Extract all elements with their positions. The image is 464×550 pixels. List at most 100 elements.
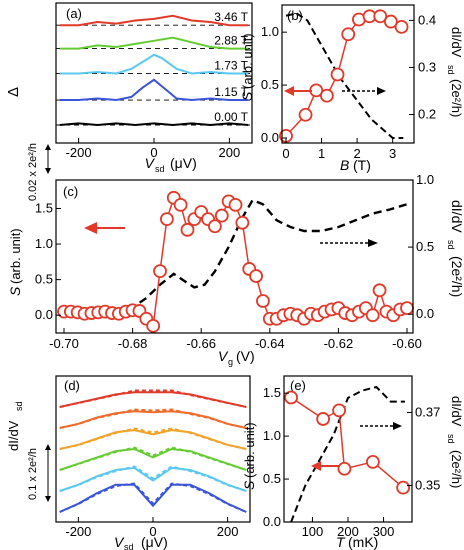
panel-d-curve-dashed-4 [59, 465, 247, 492]
panel-d-curve-1 [59, 410, 247, 429]
panel-c-yltick-label-1: 0.5 [35, 272, 53, 287]
panel-b-xlabel: B [340, 157, 349, 173]
panel-e-s-point-1 [316, 412, 331, 426]
panel-c-frame [55, 179, 414, 334]
panel-a-ylabel: Δ [5, 87, 22, 97]
panel-b-xtick-label-3: 3 [389, 146, 396, 161]
panel-e-s-point-4 [365, 454, 380, 469]
panel-b-right-arrowhead [377, 87, 386, 95]
panel-a: (a) Δ 0.02 x 2e²/h 0.00 T 1.15 T 1.73 T 2.8… [5, 2, 253, 201]
panel-a-label: (a) [66, 6, 82, 21]
panel-e-xlabel-unit: (mK) [348, 534, 378, 550]
svg-text:(2e²/h): (2e²/h) [449, 256, 464, 297]
svg-text:sd: sd [446, 240, 456, 250]
panel-c-s-point-14 [153, 264, 167, 278]
panel-b-frame [281, 4, 415, 144]
panel-c-yrtick-label-2: 1.0 [416, 172, 434, 187]
panel-c-s-point-18 [180, 222, 195, 237]
panel-c-s-point-28 [249, 269, 263, 283]
panel-e-plot: 100 200 300 0.0 0.5 1.0 1.5 0.35 0.37 [263, 385, 440, 539]
panel-d-scalebar-label: 0.1 x 2e²/h [27, 448, 39, 500]
panel-c-label: (c) [63, 184, 78, 199]
svg-text:(arb. unit): (arb. unit) [242, 422, 257, 478]
panel-c-ylabel-right: dI/dV sd (2e²/h) [446, 200, 464, 297]
panel-d-curve-dashed-2 [59, 427, 247, 450]
panel-c-yrtick-label-0: 0.0 [416, 306, 434, 321]
panel-b-xtick-label-1: 1 [318, 146, 325, 161]
panel-d: (d) -200 0 200 dI/dV sd 0.1 x 2e²/h V sd (… [6, 375, 251, 550]
panel-e-yltick-label-0: 0.0 [263, 514, 281, 529]
panel-e-left-arrowhead [311, 461, 321, 471]
panel-e-xtick-label-1: 200 [337, 524, 359, 539]
panel-a-xticks: -200 0 200 [66, 138, 241, 160]
panel-c-s-point-17 [173, 198, 188, 212]
svg-text:sd: sd [14, 401, 24, 411]
panel-b-xlabel-unit: (T) [353, 157, 371, 173]
svg-text:S: S [241, 480, 257, 490]
panel-c-plot: -0.70 -0.68 -0.66 -0.64 -0.62 -0.60 0.0 0.5 1.0 1… [35, 172, 434, 351]
panel-a-xtick-label-0: -200 [66, 145, 92, 160]
panel-a-xtick-label-2: 200 [219, 145, 241, 160]
panel-a-field-label-3: 2.88 T [214, 34, 248, 48]
panel-e-yltick-label-3: 1.5 [263, 385, 281, 400]
panel-b-label: (b) [287, 8, 303, 23]
panel-e-xtick-label-2: 300 [373, 524, 395, 539]
panel-c-yltick-label-3: 1.5 [35, 200, 53, 215]
panel-a-xtick-label-1: 0 [150, 145, 157, 160]
panel-d-ylabel: dI/dV sd [6, 401, 24, 451]
panel-e-right-arrowhead [393, 422, 402, 430]
panel-c-dashed-line [64, 198, 408, 316]
panel-c-s-point-23 [214, 208, 229, 223]
panel-d-xlabel: V [114, 534, 125, 550]
panel-e-ylabel-right: dI/dV sd (2e²/h) [446, 396, 464, 488]
panel-b-plot: 0 1 2 3 0.0 0.5 1.0 0.2 0.3 0.4 [261, 9, 436, 161]
panel-a-scalebar-arrow-up [45, 144, 51, 150]
panel-d-scalebar-arrow-up [45, 444, 51, 450]
panel-a-curve-1 [59, 78, 249, 102]
panel-d-curve-dashed-0 [59, 389, 247, 408]
panel-b-yltick-label-0: 0.0 [261, 130, 279, 145]
panel-c-xlabel: V [218, 348, 229, 364]
panel-b-yrtick-label-1: 0.3 [418, 59, 436, 74]
panel-a-xlabel-unit: (μV) [170, 155, 197, 171]
panel-c-s-point-13 [146, 318, 161, 333]
panel-b-left-arrowhead [284, 86, 294, 96]
panel-c-yrtick-label-1: 0.5 [416, 239, 434, 254]
panel-b-ylabel-right: dI/dV sd (2e²/h) [446, 27, 464, 117]
panel-d-frame [55, 375, 251, 523]
panel-c: (c) -0.70 -0.68 -0.66 -0.64 -0.62 -0.60 0.0 0.5… [7, 172, 464, 367]
panel-c-xtick-label-4: -0.62 [324, 336, 354, 351]
panel-b-xtick-label-0: 0 [282, 146, 289, 161]
panel-d-xlabel-unit: (μV) [141, 534, 168, 550]
panel-e-xtick-label-0: 100 [302, 524, 324, 539]
panel-a-curve-0 [59, 122, 249, 127]
svg-text:sd: sd [446, 434, 456, 444]
panel-d-curve-0 [59, 391, 247, 408]
svg-text:(2e²/h): (2e²/h) [449, 450, 464, 488]
svg-text:dI/dV: dI/dV [449, 27, 464, 58]
panel-d-curve-dashed-5 [59, 482, 247, 513]
panel-b-s-point-9 [383, 14, 398, 29]
panel-c-s-point-29 [256, 294, 270, 308]
panel-a-xlabel-sub: sd [155, 164, 165, 174]
panel-d-xtick-label-1: 0 [149, 524, 156, 539]
panel-a-field-label-2: 1.73 T [214, 59, 248, 73]
panel-d-curve-2 [59, 429, 247, 450]
panel-b-s-point-10 [394, 19, 409, 34]
panel-c-xlabel-sub: g [228, 357, 233, 367]
panel-d-scalebar-arrow-down [45, 496, 51, 502]
panel-c-right-arrowhead [368, 239, 378, 247]
panel-e-label: (e) [290, 378, 306, 393]
panel-a-field-label-1: 1.15 T [214, 85, 248, 99]
panel-e-s-point-0 [284, 390, 299, 405]
svg-text:(arb. unit): (arb. unit) [240, 33, 255, 89]
panel-b-ylabel-left: S (arb. unit) [239, 33, 255, 101]
panel-b-dashed-line [285, 12, 404, 139]
panel-b-xtick-label-2: 2 [353, 146, 360, 161]
panel-d-curve-3 [59, 447, 247, 471]
panel-a-scalebar-label: 0.02 x 2e²/h [27, 143, 39, 201]
panel-c-xtick-label-5: -0.60 [392, 336, 422, 351]
panel-e-ylabel-left: S (arb. unit) [241, 422, 257, 490]
panel-d-xtick-label-0: -200 [65, 524, 91, 539]
svg-text:sd: sd [446, 65, 456, 75]
